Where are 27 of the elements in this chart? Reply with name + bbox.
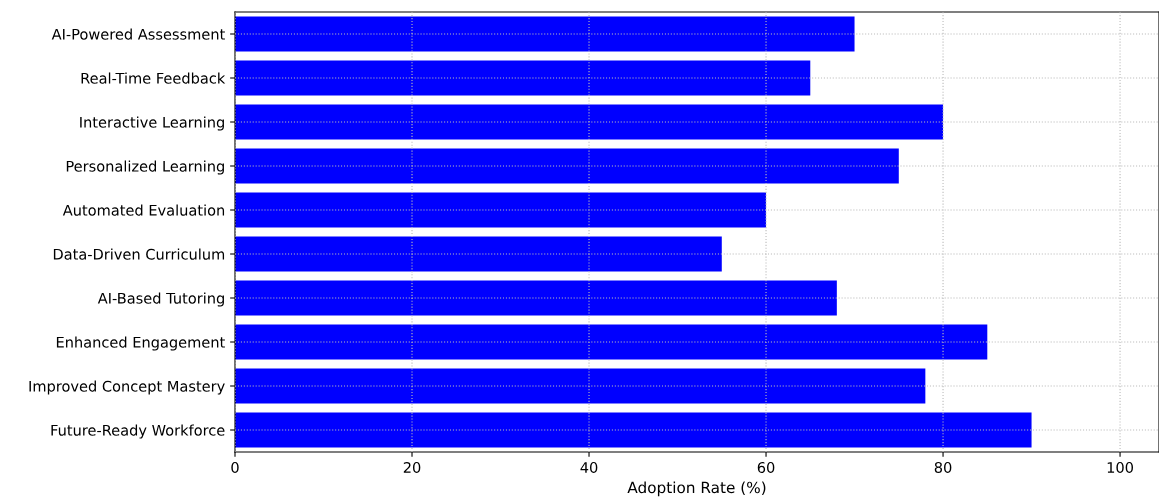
- x-tick-label: 0: [231, 461, 239, 474]
- y-tick-label: Future-Ready Workforce: [51, 424, 225, 439]
- y-tick-label: Personalized Learning: [66, 160, 224, 175]
- y-tick-label: AI-Based Tutoring: [97, 292, 224, 307]
- y-tick-label: Enhanced Engagement: [56, 336, 225, 351]
- y-tick-label: Improved Concept Mastery: [29, 380, 225, 395]
- bar: [235, 412, 1032, 448]
- bar: [235, 368, 926, 404]
- bar: [235, 236, 722, 272]
- bar: [235, 148, 899, 184]
- x-tick-label: 80: [934, 461, 952, 474]
- y-tick-label: Data-Driven Curriculum: [53, 248, 225, 260]
- y-tick-label: Interactive Learning: [80, 116, 224, 131]
- bar: [235, 60, 811, 96]
- x-tick-label: 60: [757, 461, 775, 474]
- bar: [235, 104, 944, 140]
- bar: [235, 192, 767, 228]
- bar: [235, 16, 855, 52]
- bar: [235, 324, 988, 360]
- y-tick-label: Real-Time Feedback: [81, 72, 226, 84]
- x-tick-label: 100: [1107, 461, 1134, 474]
- x-tick-label: 20: [403, 461, 421, 474]
- y-tick-label: Automated Evaluation: [62, 204, 225, 216]
- x-tick-label: 40: [580, 461, 598, 474]
- y-tick-label: AI-Powered Assessment: [51, 28, 225, 40]
- bar: [235, 280, 837, 316]
- x-axis-title: Adoption Rate (%): [627, 481, 766, 497]
